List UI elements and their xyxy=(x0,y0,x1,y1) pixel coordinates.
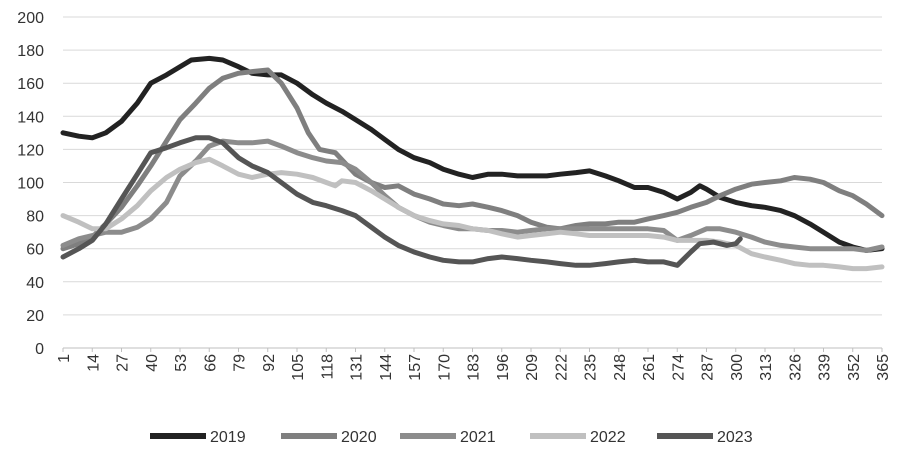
x-axis: 1 14 27 40 53 66 79 92 105 118 131 144 157 170 183 196 2… xyxy=(56,348,892,381)
x-tick-label: 365 xyxy=(875,354,892,381)
y-tick-label: 20 xyxy=(26,308,44,325)
series-group xyxy=(60,55,885,272)
series-line-2023 xyxy=(60,135,743,268)
x-tick-label: 53 xyxy=(173,354,190,372)
series-line-2020 xyxy=(60,67,885,252)
y-axis: 0 20 40 60 80 100 120 140 160 180 200 xyxy=(17,10,44,358)
y-tick-label: 180 xyxy=(17,43,44,60)
x-tick-label: 313 xyxy=(758,354,775,381)
x-tick-label: 118 xyxy=(319,354,336,380)
y-tick-label: 140 xyxy=(17,109,44,126)
legend-label-2023: 2023 xyxy=(717,429,753,446)
x-tick-label: 248 xyxy=(612,354,629,381)
x-tick-label: 326 xyxy=(787,354,804,381)
x-tick-label: 183 xyxy=(466,354,483,381)
series-line-2021 xyxy=(60,138,885,253)
gridlines xyxy=(63,16,882,349)
x-tick-label: 339 xyxy=(817,354,834,381)
x-tick-label: 274 xyxy=(670,354,687,381)
y-tick-label: 160 xyxy=(17,76,44,93)
y-tick-label: 60 xyxy=(26,242,44,259)
y-tick-label: 120 xyxy=(17,142,44,159)
x-tick-label: 144 xyxy=(378,354,395,381)
x-tick-label: 92 xyxy=(261,354,278,372)
legend: 2019 2020 2021 2022 2023 xyxy=(150,429,753,446)
x-tick-label: 27 xyxy=(115,354,132,372)
x-tick-label: 235 xyxy=(583,354,600,381)
x-tick-label: 14 xyxy=(85,354,102,372)
x-tick-label: 1 xyxy=(56,354,73,363)
legend-label-2021: 2021 xyxy=(460,429,496,446)
legend-label-2020: 2020 xyxy=(341,429,377,446)
x-tick-label: 196 xyxy=(495,354,512,381)
series-line-2019 xyxy=(60,55,885,253)
legend-label-2022: 2022 xyxy=(590,429,626,446)
x-tick-label: 105 xyxy=(290,354,307,381)
x-tick-label: 222 xyxy=(553,354,570,381)
x-tick-label: 300 xyxy=(729,354,746,381)
y-tick-label: 40 xyxy=(26,275,44,292)
x-tick-label: 209 xyxy=(524,354,541,381)
series-line-2022 xyxy=(60,156,885,272)
y-tick-label: 200 xyxy=(17,10,44,27)
x-tick-label: 157 xyxy=(407,354,424,381)
x-tick-label: 40 xyxy=(144,354,161,372)
legend-label-2019: 2019 xyxy=(210,429,246,446)
x-tick-label: 352 xyxy=(846,354,863,381)
x-tick-label: 66 xyxy=(202,354,219,372)
y-tick-label: 80 xyxy=(26,209,44,226)
x-tick-label: 287 xyxy=(700,354,717,381)
x-tick-label: 131 xyxy=(349,354,366,381)
x-tick-label: 261 xyxy=(641,354,658,381)
y-tick-label: 100 xyxy=(17,176,44,193)
x-tick-label: 79 xyxy=(232,354,249,372)
y-tick-label: 0 xyxy=(35,341,44,358)
x-tick-label: 170 xyxy=(436,354,453,381)
